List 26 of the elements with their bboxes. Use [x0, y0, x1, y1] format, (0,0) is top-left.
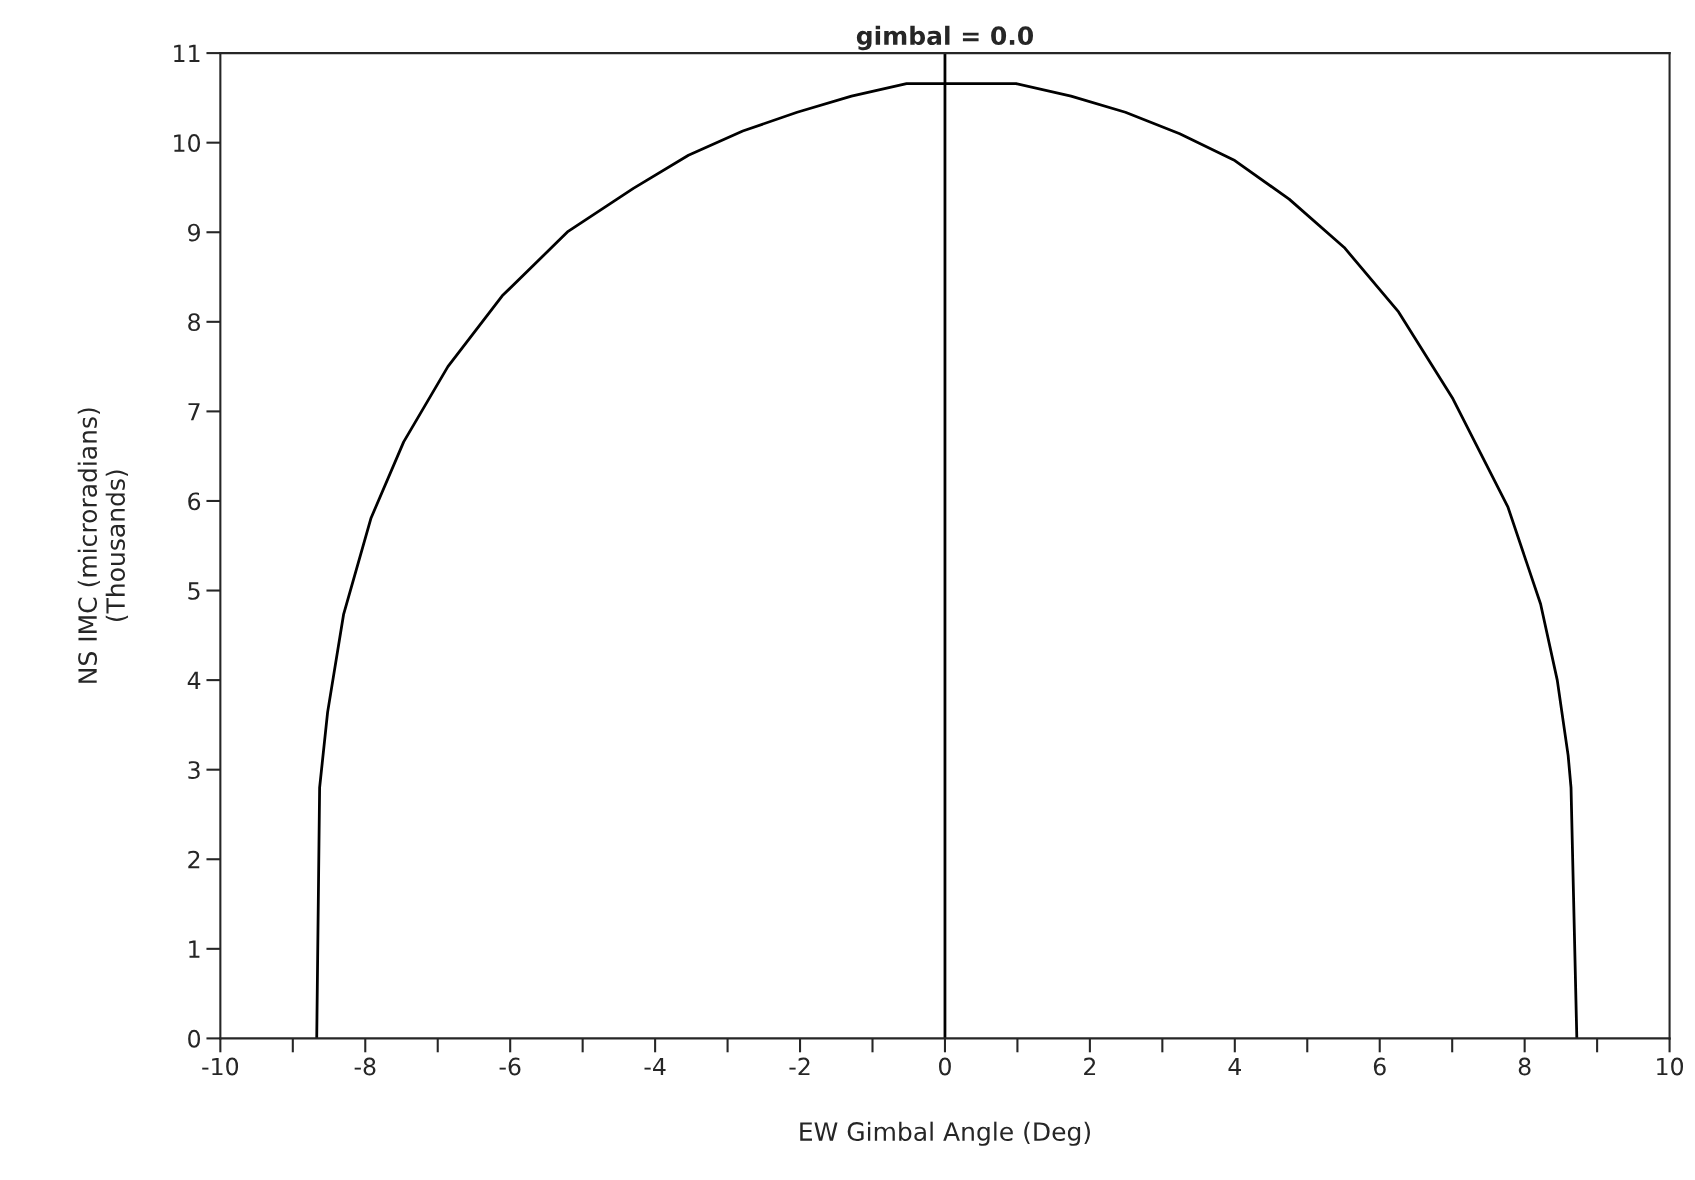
x-tick-label: -4 [644, 1057, 666, 1076]
y-tick-label: 8 [188, 313, 200, 332]
x-tick-label: -10 [202, 1057, 239, 1076]
y-tick-label: 6 [188, 492, 201, 511]
y-tick-label: 5 [188, 582, 200, 600]
x-axis-title: EW Gimbal Angle (Deg) [800, 1121, 1090, 1146]
x-tick-label: -6 [499, 1057, 521, 1076]
x-tick-label: 0 [939, 1057, 951, 1076]
x-tick-label: -8 [354, 1057, 376, 1076]
y-tick-label: 2 [188, 850, 200, 869]
x-tick-label: 6 [1373, 1057, 1386, 1076]
x-tick-label: 8 [1518, 1057, 1531, 1076]
y-tick-label: 9 [188, 223, 200, 242]
y-tick-label: 0 [188, 1029, 201, 1048]
x-tick-label: 2 [1084, 1057, 1096, 1076]
x-tick-label: 10 [1657, 1057, 1684, 1076]
y-tick-label: 10 [174, 134, 201, 152]
x-tick-label: 4 [1228, 1057, 1241, 1076]
x-tick-label: -2 [789, 1057, 810, 1076]
y-axis-title: NS IMC (microradians) (Thousands) [77, 408, 128, 683]
y-tick-label: 11 [174, 44, 200, 63]
y-tick-label: 3 [188, 761, 200, 779]
y-tick-label: 4 [187, 671, 201, 690]
y-tick-label: 1 [189, 940, 200, 958]
chart-title: gimbal = 0.0 [856, 25, 1034, 51]
y-tick-label: 7 [188, 403, 200, 421]
